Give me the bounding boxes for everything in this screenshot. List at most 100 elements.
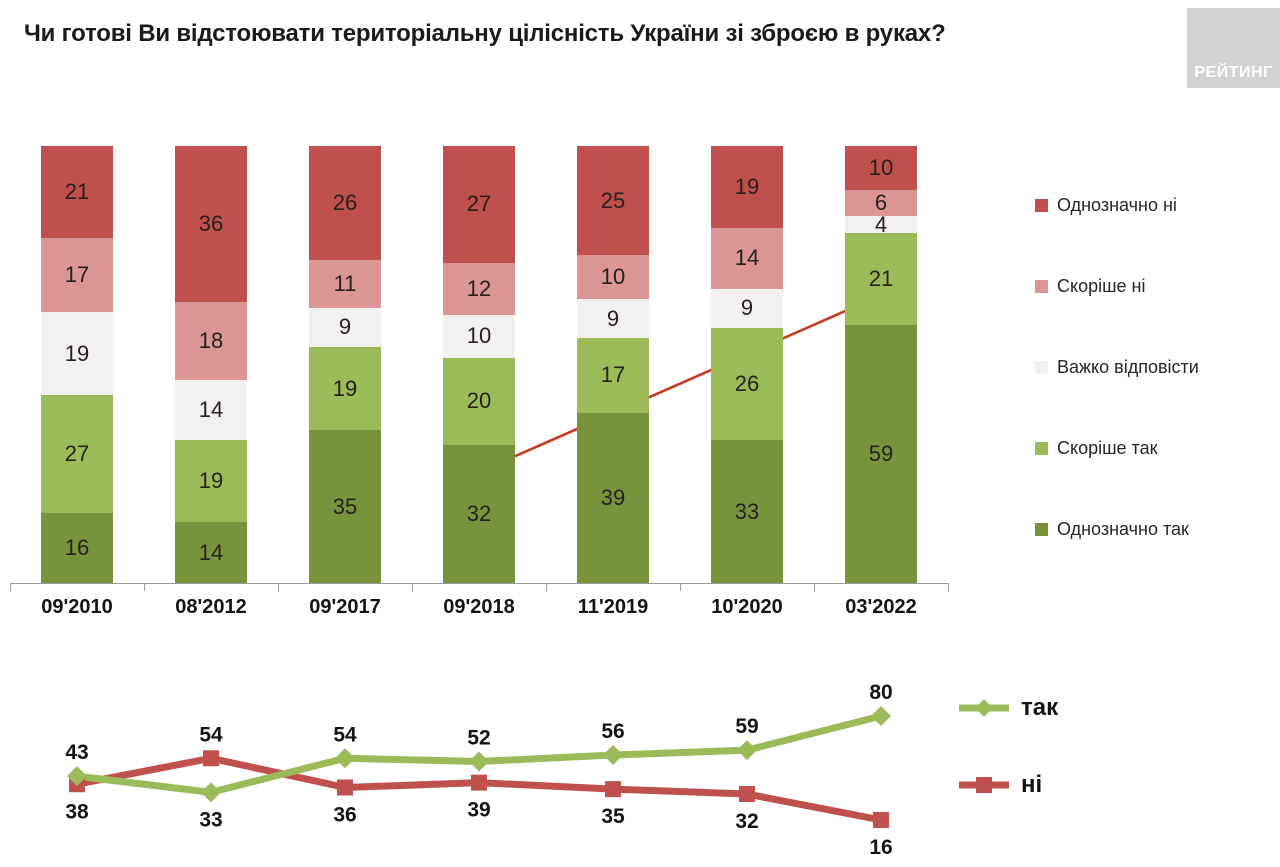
line-value-label: 33	[199, 808, 222, 831]
bar-segment-value: 10	[600, 264, 626, 290]
bar-segment-value: 26	[332, 189, 358, 215]
bar-segment: 19	[175, 440, 247, 523]
legend-swatch	[1035, 280, 1048, 293]
line-value-label: 56	[601, 720, 624, 743]
bar-segment: 10	[577, 255, 649, 299]
line-legend-label: ні	[1021, 771, 1043, 798]
bar-segment: 32	[443, 444, 515, 583]
line-value-label: 43	[65, 741, 88, 764]
marker-square-ni	[873, 812, 889, 828]
trend-arrow	[485, 298, 872, 471]
legend-label: Скоріше ні	[1057, 276, 1146, 296]
bar-segment: 14	[711, 228, 783, 289]
marker-square-ni	[739, 786, 755, 802]
legend-diamond-marker	[959, 699, 1009, 717]
legend-label: Важко відповісти	[1057, 357, 1199, 377]
x-axis-label: 09'2010	[41, 596, 113, 618]
bar-segment: 59	[845, 325, 917, 583]
bar-segment-value: 27	[466, 191, 492, 217]
bar-segment-value: 17	[600, 362, 626, 388]
line-value-label: 59	[735, 715, 758, 738]
x-axis-tick	[144, 583, 145, 591]
bar-segment-value: 9	[606, 305, 620, 331]
bar-segment-value: 20	[466, 388, 492, 414]
x-axis-tick	[680, 583, 681, 591]
bar-segment: 21	[845, 233, 917, 326]
x-axis-tick	[10, 583, 11, 591]
marker-diamond-tak	[201, 782, 221, 803]
line-value-label: 35	[601, 805, 625, 828]
bar-segment: 12	[443, 262, 515, 315]
bar-segment-value: 25	[600, 187, 626, 213]
bar-segment: 9	[711, 288, 783, 328]
bar-segment-value: 10	[868, 154, 894, 180]
marker-square-ni	[471, 774, 487, 791]
bar-segment-value: 17	[64, 261, 90, 287]
bar-segment: 27	[41, 395, 113, 514]
bar-segment: 39	[577, 412, 649, 583]
legend-item: Важко відповісти	[1035, 357, 1199, 378]
marker-square-ni	[69, 776, 85, 793]
bar-segment-value: 11	[333, 270, 357, 296]
bar-segment: 35	[309, 430, 381, 583]
legend-label: Однозначно ні	[1057, 195, 1177, 215]
bar-segment: 10	[443, 314, 515, 358]
line-value-label: 54	[199, 723, 223, 746]
bar-segment: 9	[309, 307, 381, 348]
line-value-label: 80	[869, 681, 892, 704]
x-axis-tick	[546, 583, 547, 591]
legend-swatch	[1035, 523, 1048, 536]
bar-segment: 21	[41, 146, 113, 238]
bar-segment-value: 33	[734, 498, 760, 524]
line-value-label: 36	[333, 804, 356, 827]
bar-segment: 6	[845, 189, 917, 216]
bar-segment: 26	[711, 327, 783, 441]
x-axis-tick	[278, 583, 279, 591]
bar-segment-value: 10	[466, 323, 492, 349]
bar-segment-value: 21	[868, 266, 894, 292]
legend-item: Однозначно так	[1035, 519, 1189, 540]
bar-segment: 19	[711, 146, 783, 229]
bar-segment: 17	[577, 338, 649, 413]
line-value-label: 39	[467, 799, 490, 822]
bar-segment-value: 36	[198, 210, 224, 236]
legend-swatch	[1035, 361, 1048, 374]
x-axis-label: 03'2022	[845, 596, 917, 618]
bar-segment: 18	[175, 301, 247, 380]
marker-square-ni	[203, 750, 219, 767]
x-axis-label: 08'2012	[175, 596, 247, 618]
line-legend-item: так	[957, 694, 1058, 722]
bar-segment-value: 21	[64, 178, 90, 204]
bar-segment: 9	[577, 298, 649, 339]
line-legend-label: так	[1021, 694, 1059, 721]
marker-diamond-tak	[871, 706, 891, 726]
legend-swatch	[1035, 199, 1048, 212]
bar-segment-value: 12	[466, 275, 492, 301]
bar-segment: 14	[175, 522, 247, 583]
bar-segment-value: 16	[64, 535, 90, 561]
bar-segment-value: 14	[734, 245, 760, 271]
bar-segment-value: 59	[868, 441, 894, 467]
x-axis-tick	[814, 583, 815, 591]
x-axis-label: 10'2020	[711, 596, 783, 618]
marker-diamond-tak	[469, 751, 489, 772]
bar-segment-value: 9	[338, 314, 352, 340]
line-value-label: 32	[735, 810, 758, 833]
x-axis-label: 09'2017	[309, 596, 381, 618]
marker-square-ni	[337, 779, 353, 796]
x-axis-label: 11'2019	[577, 596, 649, 618]
bar-segment-value: 27	[64, 441, 90, 467]
marker-diamond-tak	[67, 766, 87, 787]
bar-segment: 36	[175, 146, 247, 302]
rating-logo-text: РЕЙТИНГ	[1194, 64, 1273, 81]
marker-diamond-tak	[335, 748, 355, 769]
bar-segment: 16	[41, 513, 113, 583]
bar-segment-value: 19	[734, 174, 760, 200]
line-value-label: 52	[467, 727, 490, 750]
bar-segment: 27	[443, 146, 515, 263]
legend-label: Скоріше так	[1057, 438, 1158, 458]
x-axis-tick	[412, 583, 413, 591]
x-axis-label: 09'2018	[443, 596, 515, 618]
bar-segment: 26	[309, 146, 381, 260]
